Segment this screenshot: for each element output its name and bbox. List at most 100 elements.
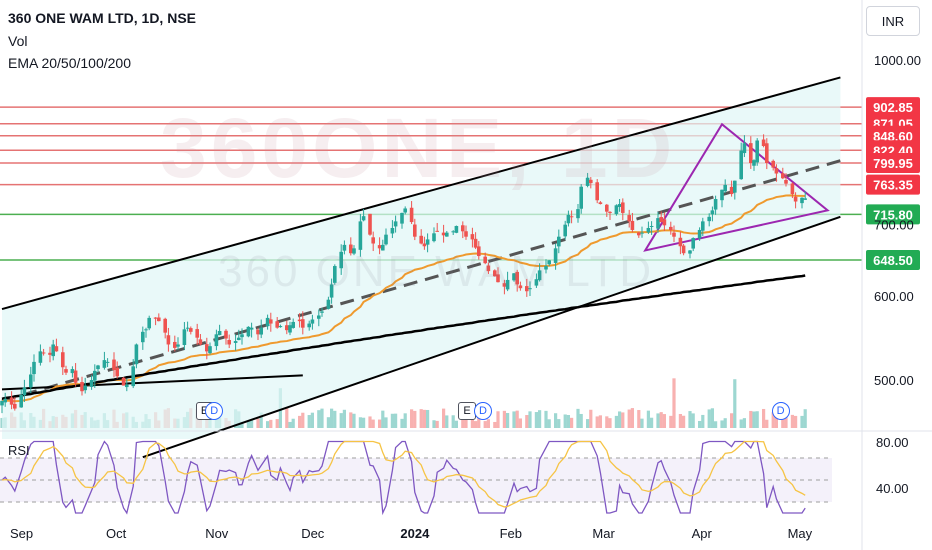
dividend-marker[interactable]: D: [205, 402, 224, 420]
candle-body: [173, 341, 177, 348]
candle-body: [496, 274, 500, 283]
candle-body: [307, 323, 311, 328]
channel-upper-line: [1, 76, 841, 311]
volume-bar: [595, 416, 599, 428]
candle-body: [381, 244, 385, 251]
x-tick-label: Nov: [205, 526, 229, 541]
candle-body: [672, 232, 676, 237]
candle-body: [445, 232, 449, 237]
volume-bar: [381, 410, 385, 428]
volume-bar: [640, 418, 644, 428]
candle-body: [237, 337, 241, 341]
candle-body: [563, 224, 567, 237]
chart-title[interactable]: 360 ONE WAM LTD, 1D, NSE: [8, 10, 196, 26]
volume-bar: [608, 418, 612, 428]
candle-body: [656, 218, 660, 229]
volume-bar: [566, 415, 570, 428]
candle-body: [249, 327, 254, 330]
x-tick-label: Sep: [10, 526, 33, 541]
volume-bar: [320, 408, 324, 428]
dividend-marker[interactable]: D: [771, 402, 790, 420]
candle-body: [125, 384, 129, 388]
currency-button[interactable]: INR: [866, 6, 920, 36]
candle-body: [688, 250, 692, 254]
volume-bar: [534, 412, 538, 428]
candle-body: [208, 346, 212, 354]
candle-body: [659, 217, 663, 223]
candle-body: [713, 199, 718, 210]
volume-bar: [410, 409, 414, 428]
candle-body: [329, 284, 334, 298]
volume-bar: [358, 417, 362, 428]
volume-bar: [749, 410, 753, 428]
volume-bar: [246, 420, 250, 428]
candle-body: [361, 216, 366, 221]
volume-bar: [765, 419, 769, 428]
trend-channel: [1, 76, 841, 459]
volume-bar: [774, 415, 778, 428]
candle-body: [435, 230, 439, 232]
volume-bar: [563, 414, 567, 428]
volume-bar: [576, 408, 580, 428]
candle-body: [3, 398, 7, 403]
candle-body: [275, 321, 279, 328]
volume-bar: [426, 409, 430, 428]
rsi-legend[interactable]: RSI: [8, 443, 30, 458]
candle-body: [96, 365, 100, 370]
candle-body: [342, 244, 347, 251]
candle-body: [403, 208, 407, 213]
candle-body: [784, 180, 788, 184]
volume-legend[interactable]: Vol: [8, 33, 28, 49]
candle-body: [483, 256, 487, 264]
rsi-tick-label: 40.00: [876, 481, 909, 496]
candle-body: [525, 286, 529, 292]
ema-legend[interactable]: EMA 20/50/100/200: [8, 55, 131, 71]
candle-body: [195, 329, 199, 338]
volume-bar: [368, 416, 372, 428]
candle-body: [701, 221, 705, 231]
candle-body: [691, 238, 695, 249]
volume-bar: [518, 418, 522, 428]
volume-bar: [733, 379, 737, 428]
candle-body: [515, 271, 519, 285]
candle-body: [720, 189, 724, 201]
candle-body: [422, 243, 427, 247]
x-tick-label: 2024: [400, 526, 430, 541]
candle-body: [681, 245, 686, 254]
volume-bar: [515, 410, 519, 428]
volume-bar: [682, 415, 686, 428]
candle-body: [246, 326, 251, 337]
candle-body: [576, 209, 580, 219]
candle-body: [115, 367, 119, 377]
candle-body: [390, 227, 395, 234]
ema-slow-line: [1, 274, 806, 401]
dividend-marker[interactable]: D: [474, 402, 492, 420]
volume-bar: [720, 420, 724, 428]
axes: 902.85871.05848.60822.40799.95763.35715.…: [10, 0, 921, 550]
x-tick-label: Mar: [592, 526, 615, 541]
candle-body: [589, 179, 593, 184]
candle-body: [662, 219, 667, 226]
candle-body: [377, 245, 382, 249]
volume-bar: [803, 409, 807, 428]
volume-bar: [291, 418, 295, 428]
candle-body: [742, 143, 747, 154]
candle-body: [112, 359, 116, 370]
volume-bar: [570, 417, 574, 428]
y-tick-label: 1000.00: [874, 53, 921, 68]
volume-bar: [502, 410, 506, 428]
candle-body: [640, 232, 644, 234]
volume-bar: [0, 417, 4, 428]
candle-body: [317, 315, 321, 319]
volume-bar: [707, 409, 711, 428]
price-tag-label: 715.80: [873, 207, 913, 222]
price-tag-bg: [866, 153, 920, 174]
candle-body: [752, 160, 756, 166]
volume-bar: [349, 412, 353, 428]
candle-body: [723, 184, 727, 192]
candle-body: [761, 139, 766, 147]
candle-body: [19, 395, 23, 408]
candle-body: [486, 265, 491, 272]
volume-bar: [723, 418, 727, 428]
